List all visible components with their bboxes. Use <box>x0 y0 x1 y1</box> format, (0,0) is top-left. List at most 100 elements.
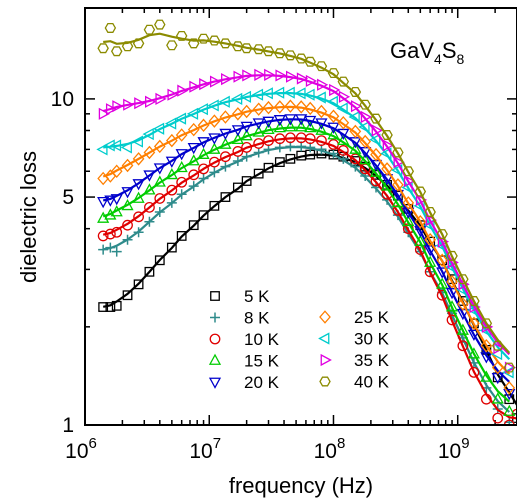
x-tick-label: 109 <box>438 435 470 463</box>
series-40k <box>97 19 516 373</box>
data-point-20k <box>153 163 166 175</box>
data-point-40k <box>424 207 436 217</box>
data-point-15k <box>231 132 244 145</box>
legend-marker-20k <box>208 377 222 389</box>
data-point-25k <box>110 164 123 178</box>
data-point-8k <box>241 151 252 162</box>
data-point-10k <box>274 133 286 145</box>
data-point-5k <box>253 168 264 179</box>
data-point-10k <box>111 226 123 238</box>
data-point-30k <box>336 102 348 115</box>
data-point-40k <box>154 19 166 30</box>
legend-item-15k: 15 K <box>208 352 280 371</box>
data-point-8k <box>133 227 144 238</box>
data-point-15k <box>315 123 328 135</box>
data-point-15k <box>143 183 156 195</box>
data-point-30k <box>174 112 187 125</box>
data-point-15k <box>121 198 134 211</box>
data-point-8k <box>220 161 231 172</box>
data-point-25k <box>240 104 253 119</box>
data-point-15k <box>219 137 232 149</box>
data-point-20k <box>436 267 449 279</box>
data-point-40k <box>436 229 448 240</box>
data-point-40k <box>166 40 178 51</box>
data-point-35k <box>155 92 167 105</box>
data-point-10k <box>232 146 244 157</box>
legend-label-15k: 15 K <box>244 352 280 371</box>
data-point-15k <box>480 370 493 382</box>
data-point-10k <box>104 228 116 240</box>
data-point-10k <box>166 184 178 196</box>
data-point-40k <box>503 362 516 373</box>
data-point-40k <box>457 274 469 285</box>
data-point-25k <box>327 109 340 123</box>
data-point-30k <box>314 91 326 104</box>
data-point-20k <box>480 352 493 364</box>
data-point-35k <box>233 70 245 83</box>
data-point-40k <box>187 38 200 49</box>
data-point-30k <box>303 88 315 101</box>
data-point-5k <box>198 210 209 221</box>
data-point-30k <box>294 87 306 100</box>
data-point-25k <box>359 134 372 149</box>
data-point-8k <box>316 144 327 155</box>
data-point-40k <box>480 318 493 329</box>
data-point-25k <box>392 178 404 192</box>
data-point-30k <box>196 103 208 116</box>
data-point-25k <box>491 360 504 375</box>
data-point-20k <box>304 115 317 128</box>
data-point-35k <box>296 72 309 85</box>
data-point-20k <box>104 195 117 207</box>
data-point-15k <box>240 129 253 141</box>
data-point-30k <box>109 139 122 152</box>
data-point-35k <box>338 90 351 103</box>
data-point-25k <box>315 104 328 119</box>
data-point-8k <box>176 189 187 200</box>
legend-label-5k: 5 K <box>244 287 270 306</box>
data-point-25k <box>252 102 265 116</box>
data-point-10k <box>457 340 469 352</box>
data-point-25k <box>480 339 493 353</box>
data-point-35k <box>242 69 254 82</box>
data-point-25k <box>457 297 469 311</box>
data-point-25k <box>424 232 437 247</box>
data-point-30k <box>231 92 243 105</box>
compound-annotation: GaV4S8 <box>390 38 465 67</box>
legend-label-25k: 25 K <box>354 308 390 327</box>
data-point-25k <box>121 158 134 173</box>
data-point-30k <box>467 304 479 317</box>
data-point-15k <box>175 160 188 173</box>
data-point-10k <box>144 201 155 213</box>
data-point-15k <box>132 191 145 203</box>
data-point-30k <box>218 95 230 108</box>
data-point-10k <box>511 408 517 420</box>
data-point-10k <box>337 145 349 156</box>
data-point-25k <box>273 100 286 114</box>
data-point-15k <box>391 195 404 208</box>
legend-label-35k: 35 K <box>354 351 390 370</box>
data-point-35k <box>285 70 298 83</box>
data-point-25k <box>370 147 382 162</box>
data-point-30k <box>186 107 199 120</box>
data-point-30k <box>96 143 108 156</box>
data-point-15k <box>337 133 350 145</box>
data-point-40k <box>349 87 362 97</box>
data-point-20k <box>208 133 221 145</box>
data-point-8k <box>98 244 109 255</box>
series-8k <box>98 141 515 425</box>
series-20k <box>97 114 516 401</box>
data-point-20k <box>295 114 308 126</box>
data-point-30k <box>502 366 514 379</box>
y-tick-label: 1 <box>62 414 74 437</box>
data-point-20k <box>143 170 156 182</box>
data-point-35k <box>177 84 189 97</box>
data-point-20k <box>175 149 188 161</box>
data-point-10k <box>284 132 296 144</box>
legend-marker-10k <box>209 333 221 345</box>
data-point-5k <box>263 162 274 173</box>
data-point-10k <box>97 230 109 242</box>
data-point-5k <box>105 302 116 312</box>
data-point-20k <box>121 187 134 199</box>
legend-marker-40k <box>319 376 331 387</box>
legend-label-30k: 30 K <box>354 330 390 349</box>
